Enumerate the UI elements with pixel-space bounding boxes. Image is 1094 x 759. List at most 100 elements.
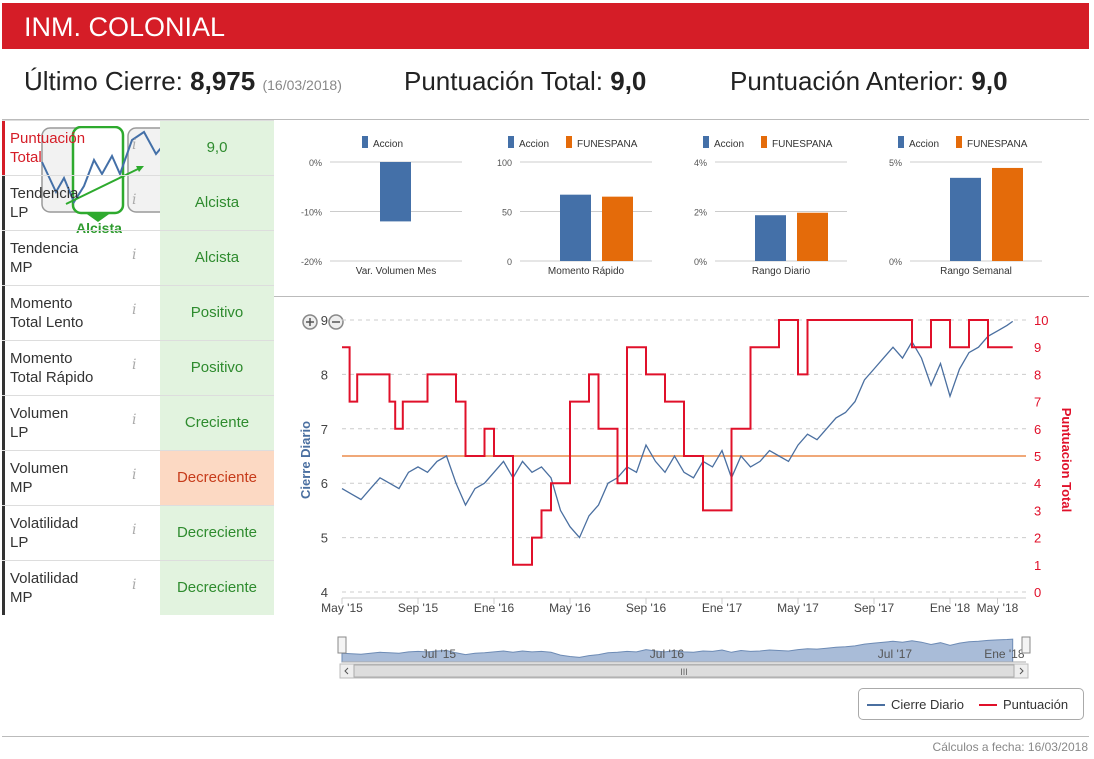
legend-swatch	[898, 136, 904, 148]
info-icon[interactable]: i	[132, 357, 137, 373]
indicator-label: Volumen LP	[2, 396, 160, 450]
x-tick-label: Sep '17	[854, 601, 895, 615]
x-tick-label: Sep '15	[398, 601, 439, 615]
divider-top	[2, 119, 1089, 120]
tick-label: 100	[497, 158, 512, 168]
close-price-line	[341, 320, 1014, 539]
legend-label: Accion	[373, 139, 403, 150]
navigator-label: Jul '16	[650, 647, 685, 661]
info-icon[interactable]: i	[132, 302, 137, 318]
indicator-value: Decreciente	[160, 561, 274, 615]
indicator-row: Momento Total Rápido i Positivo	[2, 340, 274, 395]
previous-score: Puntuación Anterior: 9,0	[730, 66, 1008, 96]
y2-tick-label: 2	[1034, 531, 1041, 546]
indicator-label: Tendencia MP	[2, 231, 160, 285]
legend-label: FUNESPANA	[772, 139, 833, 150]
navigator-handle-right[interactable]	[1021, 636, 1031, 654]
navigator-scrollbar[interactable]: III	[339, 663, 1029, 679]
bar-funespana	[602, 196, 633, 261]
scrollbar-grip: III	[680, 667, 688, 677]
indicator-row: Momento Total Lento i Positivo	[2, 285, 274, 340]
info-icon[interactable]: i	[132, 467, 137, 483]
chart-legend[interactable]: Cierre Diario Puntuación	[858, 688, 1084, 720]
total-score-value: 9,0	[610, 66, 647, 96]
tick-label: 4%	[694, 158, 707, 168]
legend-score-label[interactable]: Puntuación	[1003, 697, 1069, 712]
indicator-row: Volumen MP i Decreciente	[2, 450, 274, 505]
indicator-value: Alcista	[160, 176, 274, 230]
y2-axis-title: Puntuacion Total	[1059, 408, 1074, 512]
x-tick-label: Ene '17	[702, 601, 743, 615]
chart-title: Momento Rápido	[548, 266, 625, 277]
x-tick-label: Sep '16	[626, 601, 667, 615]
x-tick-label: May '18	[977, 601, 1019, 615]
indicator-value: Positivo	[160, 286, 274, 340]
x-tick-label: May '15	[321, 601, 363, 615]
x-tick-label: May '16	[549, 601, 591, 615]
zoom-in-plus	[306, 318, 314, 326]
indicator-label: Puntuación Total	[2, 121, 160, 175]
mini-chart: Accion FUNESPANA 4% 2% 0% Rango Diario	[694, 136, 847, 277]
x-tick-label: May '17	[777, 601, 819, 615]
indicator-label: Volatilidad LP	[2, 506, 160, 560]
total-score: Puntuación Total: 9,0	[404, 66, 647, 96]
mini-chart: Accion 0% -10% -20% Var. Volumen Mes	[301, 136, 462, 277]
info-icon[interactable]: i	[132, 137, 137, 153]
calc-date-footer: Cálculos a fecha: 16/03/2018	[932, 740, 1088, 754]
info-icon[interactable]: i	[132, 577, 137, 593]
mini-bar-charts: Accion 0% -10% -20% Var. Volumen Mes Accion FU…	[301, 136, 1042, 277]
tick-label: 0%	[694, 257, 707, 267]
indicator-label: Tendencia LP	[2, 176, 160, 230]
zoom-controls[interactable]	[302, 314, 344, 330]
legend-swatch	[956, 136, 962, 148]
tick-label: -20%	[301, 257, 322, 267]
info-icon[interactable]: i	[132, 192, 137, 208]
divider-mid	[274, 296, 1089, 297]
navigator-label: Jul '17	[878, 647, 913, 661]
tick-label: 0	[507, 257, 512, 267]
y-tick-label: 5	[321, 531, 328, 546]
indicator-row: Tendencia LP i Alcista	[2, 175, 274, 230]
info-icon[interactable]: i	[132, 247, 137, 263]
y2-tick-label: 4	[1034, 476, 1041, 491]
bar-accion	[380, 162, 411, 222]
bar-accion	[560, 194, 591, 261]
y2-tick-label: 9	[1034, 340, 1041, 355]
y2-tick-label: 6	[1034, 422, 1041, 437]
last-close-value: 8,975	[190, 66, 256, 96]
bar-accion	[950, 177, 981, 261]
chart-title: Rango Semanal	[940, 266, 1012, 277]
divider-bottom	[2, 736, 1089, 737]
scrollbar-thumb	[353, 664, 1015, 678]
legend-close-label[interactable]: Cierre Diario	[891, 697, 964, 712]
y2-tick-label: 3	[1034, 503, 1041, 518]
previous-score-value: 9,0	[971, 66, 1008, 96]
y2-tick-label: 8	[1034, 367, 1041, 382]
legend-score-swatch	[979, 704, 997, 706]
legend-close-swatch	[867, 704, 885, 706]
page-header: INM. COLONIAL	[2, 3, 1089, 49]
legend-label: Accion	[519, 139, 549, 150]
tick-label: 0%	[309, 158, 322, 168]
info-icon[interactable]: i	[132, 412, 137, 428]
y2-tick-label: 1	[1034, 558, 1041, 573]
indicator-row: Puntuación Total i 9,0	[2, 120, 274, 175]
x-tick-label: Ene '18	[930, 601, 971, 615]
company-title: INM. COLONIAL	[24, 12, 226, 42]
legend-label: Accion	[714, 139, 744, 150]
range-navigator[interactable]: Jul '15 Jul '16 Jul '17 Ene '18	[337, 636, 1031, 663]
legend-swatch	[703, 136, 709, 148]
mini-chart: Accion FUNESPANA 5% 0% Rango Semanal	[889, 136, 1042, 277]
indicator-row: Volatilidad LP i Decreciente	[2, 505, 274, 560]
y-tick-label: 4	[321, 585, 328, 600]
info-icon[interactable]: i	[132, 522, 137, 538]
last-close: Último Cierre: 8,975 (16/03/2018)	[24, 66, 342, 96]
y-tick-label: 6	[321, 476, 328, 491]
legend-label: FUNESPANA	[577, 139, 638, 150]
scroll-right-arrow-icon	[1019, 667, 1024, 675]
indicator-value: 9,0	[160, 121, 274, 175]
bar-funespana	[992, 167, 1023, 261]
legend-label: Accion	[909, 139, 939, 150]
tick-label: -10%	[301, 208, 322, 218]
navigator-handle-left[interactable]	[337, 636, 347, 654]
